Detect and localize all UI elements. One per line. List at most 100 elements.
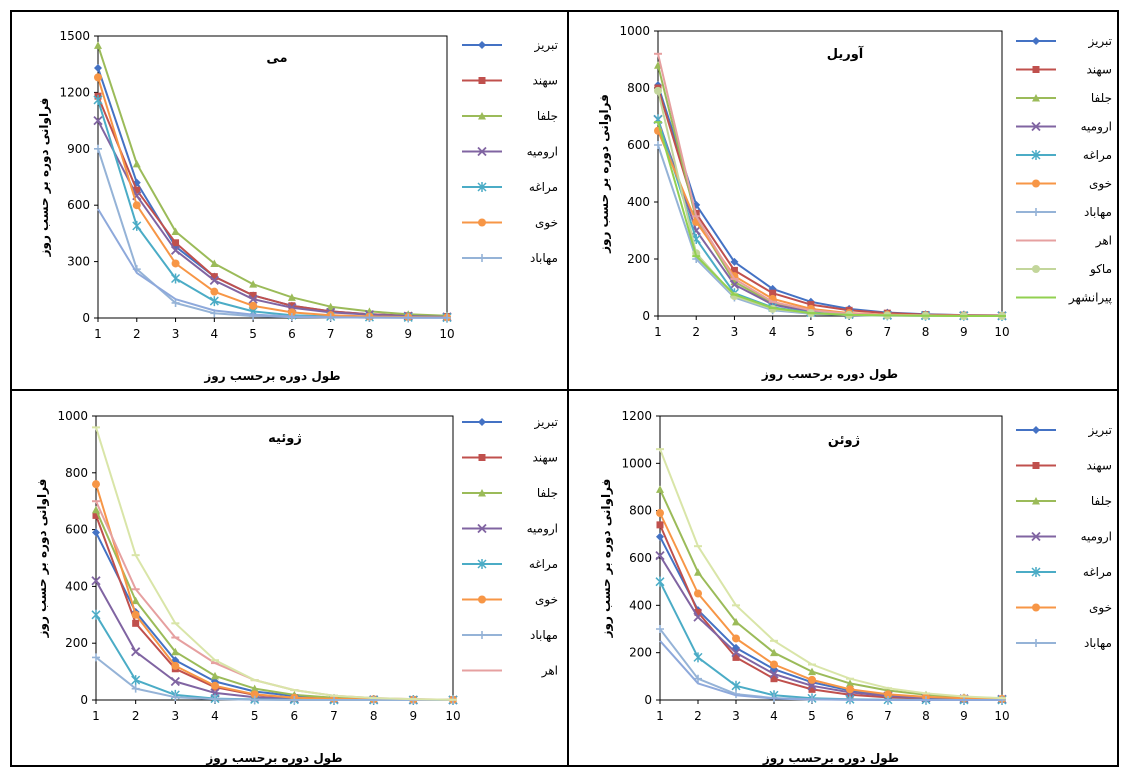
y-tick-label: 600: [629, 551, 652, 565]
legend-marker: [1032, 462, 1040, 469]
x-tick-label: 9: [404, 327, 412, 341]
y-tick-label: 0: [82, 311, 90, 325]
legend-marker: [478, 595, 486, 604]
series-line: [657, 121, 1002, 317]
legend-label: ماکو: [1089, 262, 1112, 277]
data-point: [249, 291, 257, 299]
x-tick-label: 6: [845, 325, 853, 339]
legend-label: مراغه: [529, 557, 558, 572]
data-point: [655, 576, 665, 587]
x-tick-label: 5: [807, 325, 815, 339]
chart-2: 0 200 400 600 800 1000 1 2 3 4 5 6 7 8 9 10 ژوئیه طول دور…: [35, 409, 558, 766]
legend-label: مراغه: [1083, 565, 1112, 580]
legend-marker: [478, 454, 486, 461]
y-tick-label: 1200: [621, 409, 652, 423]
plot-area: [97, 35, 448, 319]
data-point: [170, 245, 181, 255]
legend-label: جلفا: [537, 109, 558, 123]
data-point: [656, 532, 664, 541]
x-tick-label: 9: [960, 325, 968, 339]
x-tick-label: 2: [694, 709, 702, 723]
x-tick-label: 6: [291, 709, 299, 723]
data-point: [732, 617, 740, 626]
data-point: [92, 511, 100, 519]
y-tick-label: 0: [80, 693, 88, 707]
y-tick-label: 400: [65, 579, 88, 593]
chart-3: 0 200 400 600 800 1000 1200 1 2 3 4 5 6 7 8 9 10 ژوئن طول …: [599, 409, 1112, 766]
x-tick-label: 7: [884, 325, 892, 339]
data-point: [290, 696, 299, 704]
data-point: [249, 280, 258, 288]
data-point: [132, 220, 142, 231]
data-point: [654, 86, 662, 95]
legend-label: اهر: [541, 664, 558, 679]
data-point: [730, 257, 739, 266]
legend-label: مراغه: [529, 180, 558, 195]
legend-marker: [1032, 426, 1040, 434]
x-tick-label: 6: [846, 709, 854, 723]
y-tick-label: 1500: [59, 29, 90, 43]
legend-marker: [477, 559, 487, 569]
chart-title: ژوئن: [828, 433, 860, 448]
data-point: [93, 115, 103, 126]
data-point: [770, 648, 778, 657]
x-tick-label: 1: [656, 709, 664, 723]
legend-label: سهند: [532, 451, 558, 465]
data-point: [769, 289, 777, 297]
y-tick-label: 400: [627, 195, 650, 209]
data-point: [94, 144, 102, 153]
data-point: [211, 695, 219, 704]
x-tick-label: 4: [769, 325, 777, 339]
y-tick-label: 800: [65, 466, 88, 480]
data-point: [250, 690, 259, 699]
series-line: [97, 120, 448, 318]
series-line: [97, 45, 448, 317]
data-point: [288, 302, 296, 310]
data-point: [210, 273, 218, 281]
chart-title: ژوئیه: [268, 431, 302, 446]
data-point: [210, 259, 219, 267]
plot-area: [95, 415, 454, 701]
data-point: [249, 301, 258, 310]
data-point: [250, 695, 259, 704]
x-axis-label: طول دوره برحسب روز: [761, 367, 898, 382]
y-tick-label: 600: [627, 138, 650, 152]
x-tick-label: 4: [211, 327, 219, 341]
legend-label: مراغه: [1083, 148, 1112, 163]
legend-marker: [1031, 531, 1041, 542]
data-point: [211, 681, 219, 690]
data-point: [209, 275, 219, 286]
legend-label: خوی: [1089, 177, 1112, 192]
legend-label: ارومیه: [527, 522, 558, 537]
data-point: [250, 684, 259, 693]
x-axis-label: طول دوره برحسب روز: [203, 369, 340, 384]
x-tick-label: 3: [172, 709, 180, 723]
data-point: [808, 685, 816, 693]
y-axis-label: فراوانی دوره بر حسب روز: [37, 98, 52, 258]
plot-area: [657, 30, 1003, 317]
legend-marker: [477, 182, 487, 192]
y-tick-label: 1200: [59, 85, 90, 99]
x-tick-label: 9: [960, 709, 968, 723]
data-point: [171, 298, 180, 307]
x-tick-label: 7: [327, 327, 335, 341]
y-tick-label: 200: [65, 636, 88, 650]
y-tick-label: 1000: [619, 24, 650, 38]
legend-label: خوی: [535, 216, 558, 231]
data-point: [846, 679, 854, 687]
data-point: [91, 576, 101, 586]
legend-label: خوی: [1089, 601, 1112, 616]
y-axis-label: فراوانی دوره بر حسب روز: [599, 479, 614, 639]
legend-marker: [1032, 37, 1040, 45]
data-point: [94, 41, 102, 49]
x-tick-label: 7: [330, 709, 338, 723]
legend-marker: [478, 631, 486, 639]
data-point: [133, 186, 141, 194]
data-point: [654, 141, 662, 149]
data-point: [92, 505, 100, 514]
x-tick-label: 5: [249, 327, 257, 341]
legend-label: اهر: [1095, 234, 1112, 249]
legend-marker: [1032, 94, 1040, 102]
legend-label: جلفا: [1091, 91, 1112, 105]
